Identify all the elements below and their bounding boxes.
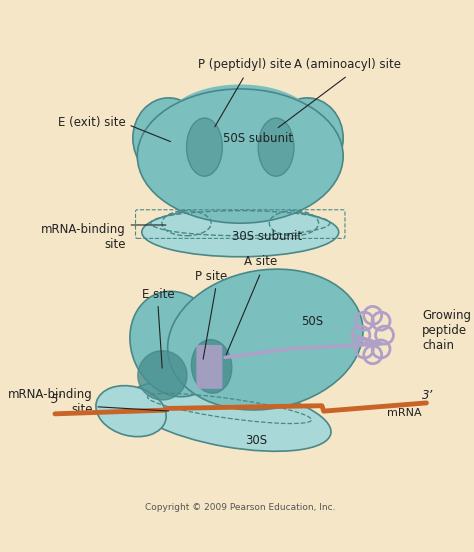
Text: mRNA-binding
site: mRNA-binding site bbox=[8, 388, 92, 416]
Text: 50S subunit: 50S subunit bbox=[223, 132, 293, 145]
Ellipse shape bbox=[137, 89, 343, 223]
Text: 30S: 30S bbox=[245, 434, 267, 447]
Ellipse shape bbox=[164, 84, 316, 165]
Ellipse shape bbox=[191, 339, 232, 393]
Ellipse shape bbox=[133, 98, 204, 178]
Text: A (aminoacyl) site: A (aminoacyl) site bbox=[294, 58, 401, 71]
Text: A site: A site bbox=[244, 255, 277, 268]
Ellipse shape bbox=[168, 269, 363, 410]
Ellipse shape bbox=[130, 291, 222, 397]
Text: P (peptidyl) site: P (peptidyl) site bbox=[198, 58, 292, 71]
Ellipse shape bbox=[128, 380, 331, 452]
Ellipse shape bbox=[258, 118, 294, 176]
Text: Copyright © 2009 Pearson Education, Inc.: Copyright © 2009 Pearson Education, Inc. bbox=[145, 503, 336, 512]
Text: 30S subunit: 30S subunit bbox=[232, 230, 302, 243]
Text: 3’: 3’ bbox=[422, 389, 433, 402]
FancyBboxPatch shape bbox=[196, 345, 222, 389]
Text: 5’: 5’ bbox=[51, 393, 62, 406]
Ellipse shape bbox=[272, 98, 343, 178]
Text: mRNA: mRNA bbox=[387, 408, 421, 418]
Text: P site: P site bbox=[195, 270, 228, 283]
Text: 50S: 50S bbox=[301, 315, 323, 328]
Ellipse shape bbox=[96, 386, 166, 437]
Ellipse shape bbox=[142, 208, 339, 257]
Text: E site: E site bbox=[142, 288, 174, 301]
Ellipse shape bbox=[187, 118, 222, 176]
Text: E (exit) site: E (exit) site bbox=[58, 115, 126, 129]
Text: Growing
peptide
chain: Growing peptide chain bbox=[422, 309, 471, 352]
Text: mRNA-binding
site: mRNA-binding site bbox=[41, 222, 126, 251]
Ellipse shape bbox=[138, 351, 187, 400]
